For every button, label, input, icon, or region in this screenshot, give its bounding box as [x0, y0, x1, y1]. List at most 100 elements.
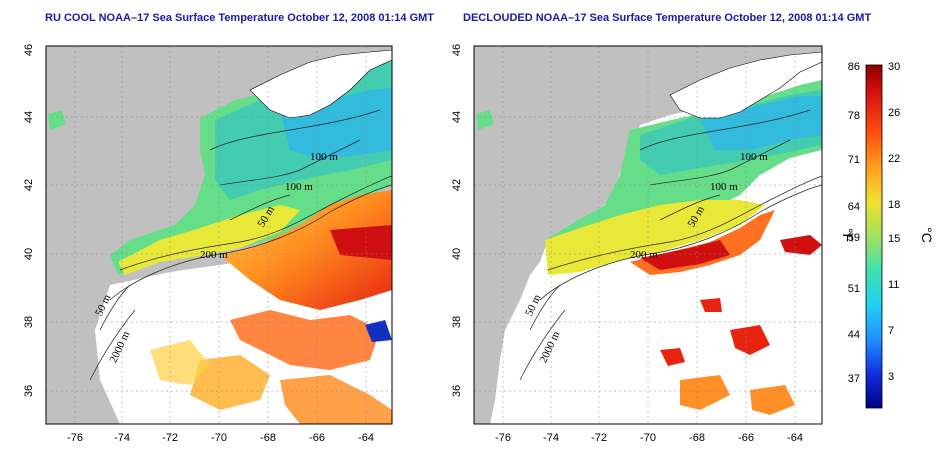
fahrenheit-label: °F — [840, 228, 856, 242]
f-tick: 51 — [848, 283, 860, 295]
map-grid — [474, 46, 822, 424]
f-tick: 86 — [848, 61, 860, 73]
f-tick: 44 — [848, 329, 860, 341]
lat-tick: 44 — [23, 111, 35, 123]
land — [474, 46, 822, 424]
map-grid — [46, 46, 392, 424]
lon-tick: -76 — [495, 432, 511, 444]
lake-patch — [476, 110, 494, 130]
lat-axis: 46 44 42 40 38 36 — [23, 44, 35, 397]
lat-tick: 42 — [23, 179, 35, 191]
contour-label-100m-1: 100 m — [740, 151, 768, 163]
warm-patch-2 — [730, 325, 770, 355]
lon-tick: -74 — [114, 432, 130, 444]
f-tick: 78 — [848, 110, 860, 122]
contour-2000m — [539, 184, 822, 301]
contour-2000m-south — [89, 309, 136, 381]
warm-patch-1 — [230, 310, 380, 370]
f-tick: 37 — [848, 373, 860, 385]
right-map-title: DECLOUDED NOAA–17 Sea Surface Temperatur… — [463, 12, 872, 24]
contour-100m — [209, 109, 381, 151]
warm-core — [640, 240, 730, 270]
nova-scotia-land — [249, 49, 392, 119]
warm-patch-4 — [680, 375, 730, 410]
celsius-ticks: 30 26 22 18 15 11 7 3 — [888, 61, 900, 383]
lon-tick: -66 — [309, 432, 325, 444]
contour-100m-2 — [649, 139, 791, 186]
lat-tick: 40 — [23, 248, 35, 260]
lon-tick: -72 — [162, 432, 178, 444]
lon-tick: -66 — [738, 432, 754, 444]
contour-2000m — [109, 184, 392, 301]
c-tick: 26 — [888, 107, 900, 119]
contour-200m — [119, 175, 392, 271]
c-tick: 3 — [888, 371, 894, 383]
contour-200m — [547, 175, 822, 271]
lon-tick: -72 — [591, 432, 607, 444]
lon-tick: -68 — [689, 432, 705, 444]
lat-tick: 36 — [23, 385, 35, 397]
lat-tick: 44 — [451, 111, 463, 123]
right-sst-map: 100 m 100 m 50 m 200 m 50 m 2000 m 46 44… — [451, 44, 823, 444]
lat-tick: 36 — [451, 385, 463, 397]
contour-50m-south — [529, 284, 561, 331]
contour-label-100m-2: 100 m — [710, 181, 738, 193]
contour-50m — [229, 194, 291, 221]
c-tick: 22 — [888, 153, 900, 165]
contour-label-100m-1: 100 m — [310, 151, 338, 163]
c-tick: 7 — [888, 325, 894, 337]
warm-slope-water — [220, 190, 392, 310]
mid-shelf-warm — [118, 205, 300, 275]
lon-tick: -76 — [67, 432, 83, 444]
lat-tick: 40 — [451, 248, 463, 260]
lat-tick: 42 — [451, 179, 463, 191]
lat-axis: 46 44 42 40 38 36 — [451, 44, 463, 397]
lake-patch — [48, 110, 66, 130]
contour-label-200m: 200 m — [630, 249, 658, 261]
c-tick: 11 — [888, 279, 899, 291]
contour-50m-south — [99, 284, 131, 331]
f-tick: 64 — [848, 201, 860, 213]
lon-tick: -64 — [358, 432, 374, 444]
lon-tick: -70 — [640, 432, 656, 444]
lon-axis: -76 -74 -72 -70 -68 -66 -64 — [67, 432, 374, 444]
lon-tick: -70 — [211, 432, 227, 444]
mid-shelf-warm — [545, 200, 765, 275]
contour-100m-2 — [219, 139, 361, 186]
lon-axis: -76 -74 -72 -70 -68 -66 -64 — [495, 432, 803, 444]
map-frame — [45, 45, 393, 425]
warm-patch-3 — [660, 348, 685, 366]
f-tick: 59 — [848, 232, 860, 244]
left-sst-map: 100 m 100 m 50 m 200 m 50 m 2000 m 46 44… — [23, 44, 393, 444]
c-tick: 30 — [888, 61, 900, 73]
c-tick: 15 — [888, 233, 900, 245]
fahrenheit-ticks: 86 78 71 64 59 51 44 37 — [848, 61, 860, 385]
f-tick: 71 — [848, 154, 860, 166]
lat-tick: 38 — [451, 316, 463, 328]
left-map-title: RU COOL NOAA–17 Sea Surface Temperature … — [45, 12, 435, 24]
colorbar: 86 78 71 64 59 51 44 37 30 26 22 18 15 1… — [840, 61, 935, 409]
contour-label-100m-2: 100 m — [285, 181, 313, 193]
lon-tick: -64 — [787, 432, 803, 444]
lat-tick: 46 — [451, 44, 463, 56]
contour-100m — [639, 109, 811, 151]
lon-tick: -74 — [543, 432, 559, 444]
map-frame — [473, 45, 823, 425]
lat-tick: 38 — [23, 316, 35, 328]
contour-label-200m: 200 m — [200, 249, 228, 261]
colorbar-scale — [865, 64, 883, 409]
cold-speck — [365, 320, 392, 342]
lat-tick: 46 — [23, 44, 35, 56]
nova-scotia-land — [669, 51, 822, 119]
gulf-stream-core — [330, 225, 392, 260]
warm-patch-3 — [280, 375, 392, 424]
warm-patch-1 — [780, 235, 822, 255]
warm-patch-6 — [700, 298, 722, 312]
celsius-label: °C — [919, 227, 935, 243]
warm-patch-5 — [750, 385, 795, 415]
lon-tick: -68 — [260, 432, 276, 444]
warm-patch-2 — [190, 355, 270, 410]
contour-2000m-south — [519, 309, 566, 381]
c-tick: 18 — [888, 199, 900, 211]
contour-50m — [659, 194, 721, 221]
